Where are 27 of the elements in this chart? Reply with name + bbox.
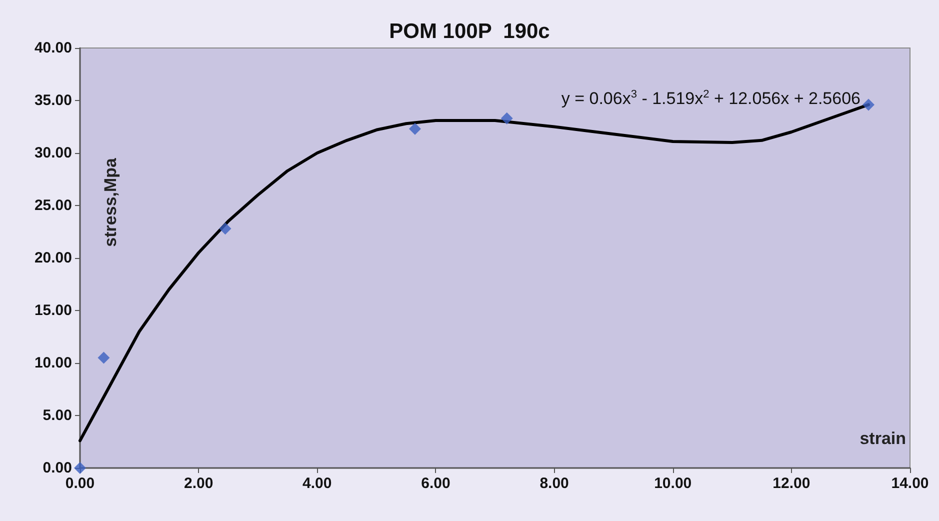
point xyxy=(74,462,86,474)
x-tick-label: 0.00 xyxy=(65,475,95,492)
y-tick-label: 25.00 xyxy=(34,197,72,214)
x-tick-label: 12.00 xyxy=(772,475,810,492)
x-tick-label: 6.00 xyxy=(421,475,450,492)
y-tick-label: 15.00 xyxy=(34,302,72,319)
y-tick-label: 5.00 xyxy=(42,407,72,424)
point xyxy=(98,352,110,364)
x-tick-label: 10.00 xyxy=(654,475,692,492)
x-axis-title: strain xyxy=(860,429,906,448)
y-tick-label: 40.00 xyxy=(34,40,72,56)
y-tick-label: 10.00 xyxy=(34,354,72,372)
y-axis-title: stress,Mpa xyxy=(101,157,120,247)
point xyxy=(862,98,874,111)
y-tick-label: 0.00 xyxy=(42,460,72,476)
x-tick-label: 14.00 xyxy=(891,475,929,492)
point xyxy=(219,222,232,235)
y-tick-label: 35.00 xyxy=(34,92,72,109)
point xyxy=(500,112,513,124)
y-tick-label: 20.00 xyxy=(34,250,72,266)
y-tick-label: 30.00 xyxy=(34,144,72,162)
x-tick-label: 2.00 xyxy=(184,475,214,492)
x-tick-label: 4.00 xyxy=(302,475,332,492)
chart-title: POM 100P 190c xyxy=(389,20,550,43)
point xyxy=(408,122,421,135)
annotation: y = 0.06x$^{3}$ - 1.519x$^{2}$ + 12.056x + 2.5606 xyxy=(561,88,860,109)
x-tick-label: 8.00 xyxy=(540,475,569,492)
